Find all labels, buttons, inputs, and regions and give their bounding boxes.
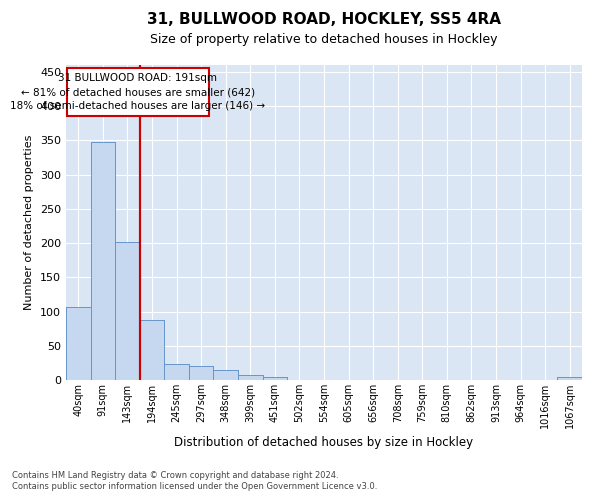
Bar — [214, 370, 238, 380]
Bar — [66, 306, 91, 380]
Bar — [189, 366, 214, 380]
Bar — [557, 378, 582, 380]
Bar — [263, 376, 287, 380]
Bar — [238, 374, 263, 380]
Bar — [164, 364, 189, 380]
Bar — [189, 366, 214, 380]
Bar — [67, 68, 209, 116]
Text: Contains public sector information licensed under the Open Government Licence v3: Contains public sector information licen… — [12, 482, 377, 491]
Bar — [91, 142, 115, 380]
X-axis label: Distribution of detached houses by size in Hockley: Distribution of detached houses by size … — [175, 436, 473, 450]
Y-axis label: Number of detached properties: Number of detached properties — [25, 135, 34, 310]
Bar — [263, 376, 287, 380]
Bar — [66, 306, 91, 380]
Bar — [140, 320, 164, 380]
Bar — [164, 364, 189, 380]
Bar — [115, 242, 140, 380]
Bar — [238, 374, 263, 380]
Text: Contains HM Land Registry data © Crown copyright and database right 2024.: Contains HM Land Registry data © Crown c… — [12, 471, 338, 480]
Bar — [140, 320, 164, 380]
Text: 31 BULLWOOD ROAD: 191sqm
← 81% of detached houses are smaller (642)
18% of semi-: 31 BULLWOOD ROAD: 191sqm ← 81% of detach… — [10, 74, 265, 112]
Text: Size of property relative to detached houses in Hockley: Size of property relative to detached ho… — [150, 32, 498, 46]
Text: 31, BULLWOOD ROAD, HOCKLEY, SS5 4RA: 31, BULLWOOD ROAD, HOCKLEY, SS5 4RA — [147, 12, 501, 28]
Bar — [91, 142, 115, 380]
Bar — [115, 242, 140, 380]
Bar — [214, 370, 238, 380]
Bar — [557, 378, 582, 380]
